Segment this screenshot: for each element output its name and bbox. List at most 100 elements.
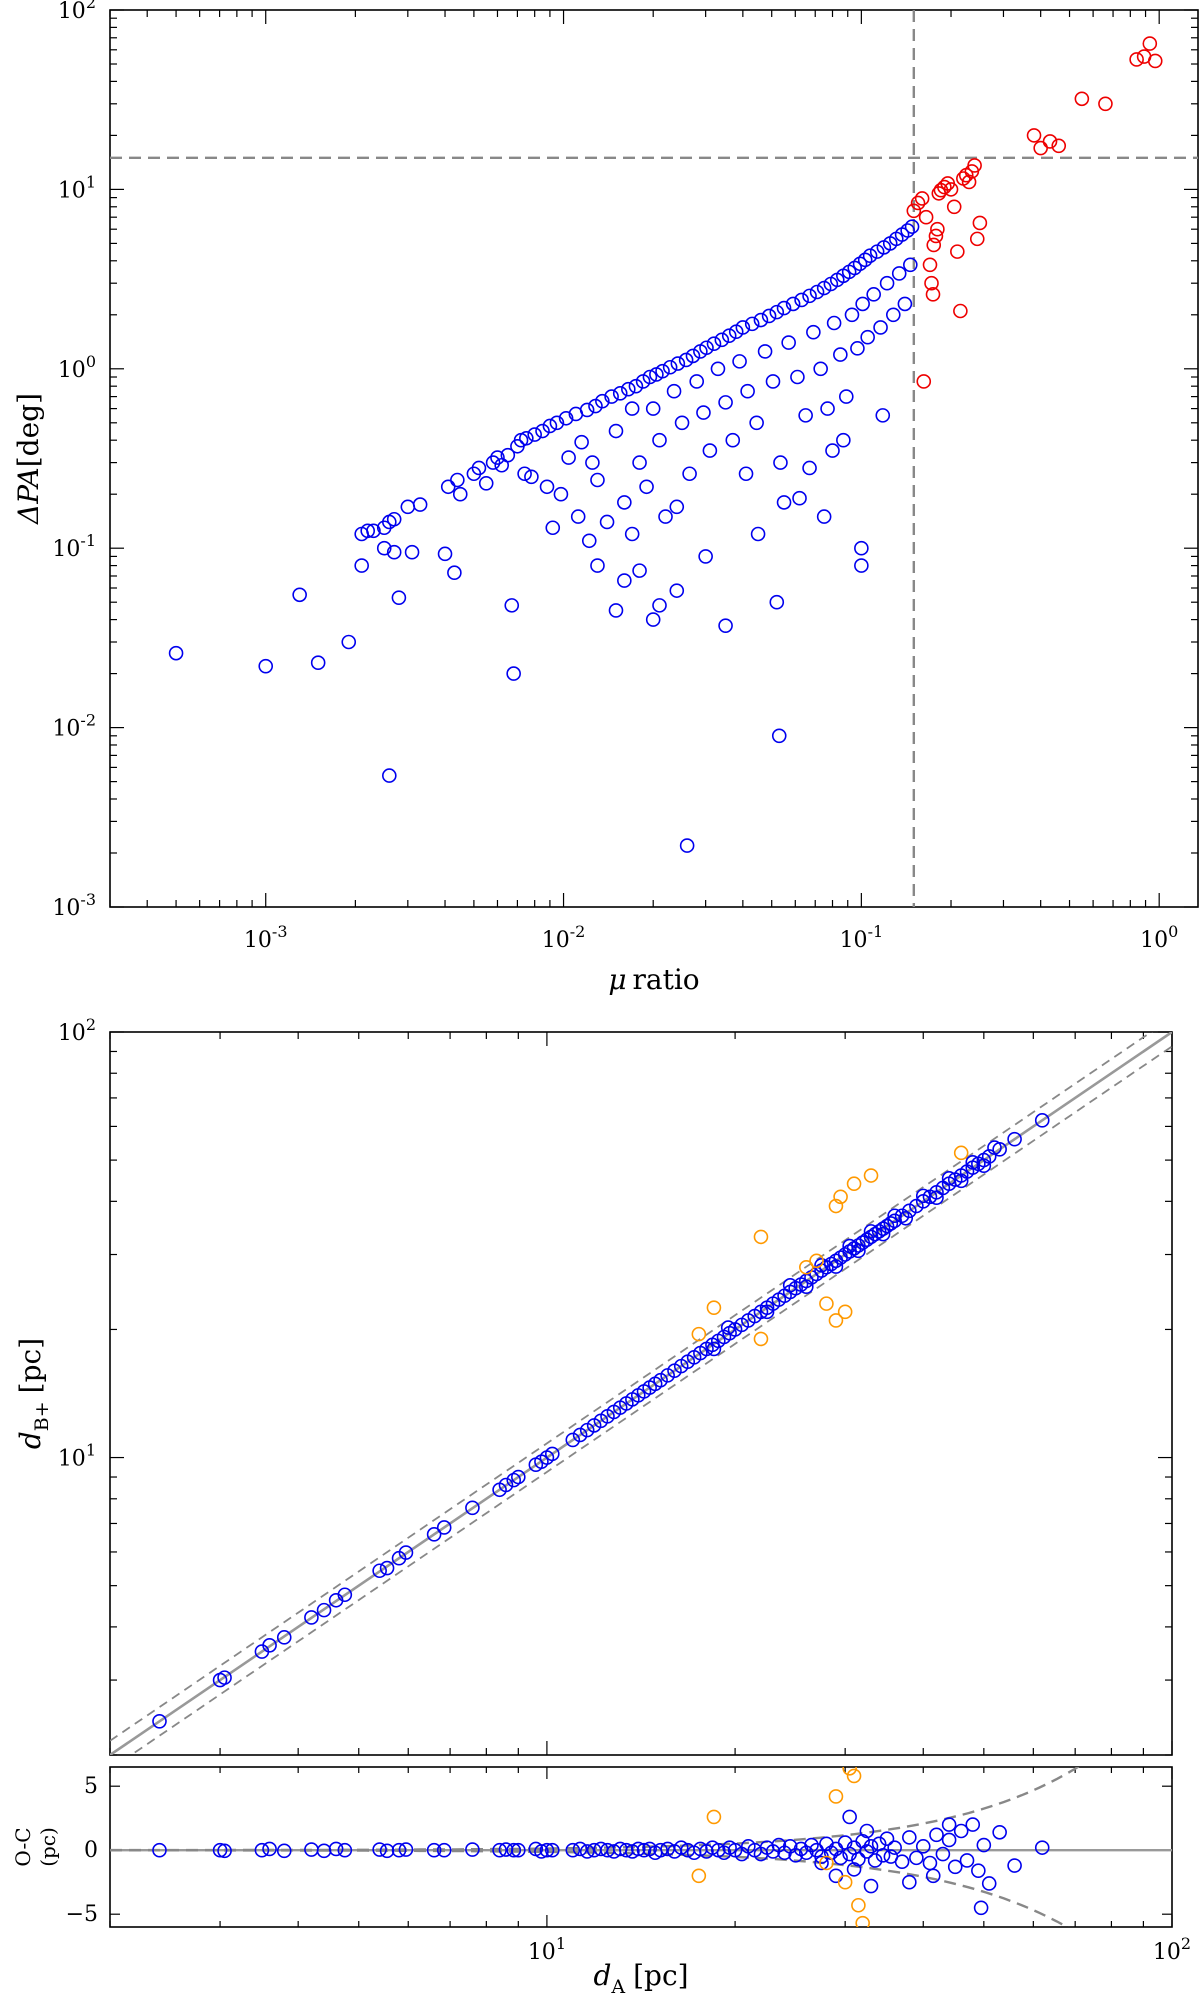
top-blue-point <box>781 335 796 350</box>
top-blue-point <box>652 432 667 448</box>
middle-blue-point <box>883 1216 899 1231</box>
top-x-axis-title: μ ratio <box>608 963 699 996</box>
top-blue-point <box>740 383 755 399</box>
top-blue-point <box>535 423 550 439</box>
bottom-x-tick-label: 102 <box>1153 1934 1191 1965</box>
top-blue-point <box>735 320 751 335</box>
bottom-blue-point <box>867 1853 883 1868</box>
bottom-blue-point <box>492 1842 507 1858</box>
top-blue-point <box>386 544 402 560</box>
middle-blue-point <box>976 1158 992 1174</box>
top-blue-point <box>685 348 701 364</box>
middle-orange-point <box>833 1189 848 1205</box>
bottom-blue-point <box>426 1842 442 1858</box>
top-blue-point <box>517 466 532 482</box>
top-blue-point <box>447 565 462 581</box>
one-to-one-line <box>110 1032 1172 1755</box>
middle-orange-point <box>753 1331 769 1347</box>
top-red-point <box>924 275 939 291</box>
top-blue-point <box>341 634 357 650</box>
top-blue-point <box>674 415 690 431</box>
top-blue-point <box>599 514 615 530</box>
top-red-point <box>1129 52 1144 67</box>
top-y-tick-label: 100 <box>58 352 96 383</box>
top-blue-point <box>725 432 741 448</box>
bottom-orange-point <box>819 1855 834 1871</box>
middle-orange-point <box>819 1296 834 1311</box>
middle-orange-point <box>753 1229 769 1245</box>
top-red-point <box>961 174 977 190</box>
bottom-y-axis-title-line2: (pc) <box>36 1827 60 1867</box>
bottom-blue-point <box>619 1842 634 1858</box>
top-red-point <box>1074 91 1090 107</box>
middle-blue-point <box>217 1670 232 1685</box>
middle-blue-point <box>372 1563 387 1579</box>
top-blue-point <box>816 509 832 524</box>
top-x-tick-label: 10-2 <box>542 922 586 953</box>
bottom-blue-point <box>973 1900 989 1916</box>
top-blue-point <box>900 223 915 238</box>
middle-orange-point <box>953 1145 969 1161</box>
top-blue-point <box>354 558 369 573</box>
bottom-blue-point <box>212 1842 228 1858</box>
middle-blue-point <box>842 1238 857 1254</box>
top-red-point <box>930 221 945 237</box>
middle-reference-lines <box>110 1032 1172 1755</box>
bottom-blue-point <box>328 1841 344 1857</box>
middle-blue-point <box>498 1477 514 1493</box>
bottom-orange-point <box>846 1768 862 1784</box>
middle-blue-point <box>565 1432 581 1448</box>
top-blue-point <box>855 296 870 312</box>
top-blue-point <box>757 344 773 359</box>
middle-blue-point <box>759 1304 775 1320</box>
middle-orange-point <box>799 1259 814 1275</box>
top-blue-point <box>854 540 869 556</box>
top-blue-point <box>652 598 667 613</box>
bottom-blue-point <box>276 1843 292 1859</box>
middle-blue-point <box>894 1208 910 1224</box>
top-red-point <box>1147 53 1163 69</box>
top-blue-point <box>854 558 869 573</box>
top-blue-point <box>850 341 865 356</box>
middle-blue-point <box>814 1257 829 1273</box>
top-y-axis-title: ΔPA[deg] <box>12 393 45 525</box>
top-blue-point <box>404 544 420 560</box>
top-red-point <box>914 191 930 206</box>
bottom-blue-point <box>859 1823 875 1839</box>
bottom-blue-point <box>992 1824 1007 1840</box>
top-blue-point <box>833 347 848 362</box>
middle-blue-point <box>152 1714 167 1729</box>
top-blue-point <box>771 728 787 744</box>
top-blue-point <box>617 573 632 588</box>
top-y-tick-label: 10-1 <box>52 531 96 562</box>
top-blue-point <box>595 393 610 409</box>
top-red-point <box>1051 138 1067 154</box>
top-blue-point <box>632 455 647 470</box>
top-blue-point <box>666 383 682 399</box>
top-red-point <box>950 244 965 259</box>
bottom-blue-point <box>863 1839 879 1854</box>
top-blue-point <box>838 389 854 404</box>
top-blue-point <box>500 447 516 463</box>
top-blue-point <box>549 415 565 431</box>
middle-blue-point <box>987 1140 1002 1155</box>
bottom-blue-point <box>398 1842 414 1857</box>
bottom-blue-point <box>804 1837 819 1853</box>
top-blue-point <box>714 332 730 348</box>
top-blue-point <box>875 408 891 423</box>
bottom-orange-point <box>837 1874 853 1890</box>
middle-orange-point <box>691 1326 707 1342</box>
top-blue-point <box>581 533 597 549</box>
top-blue-point <box>776 495 792 510</box>
top-blue-point <box>658 509 673 524</box>
bottom-blue-point <box>941 1817 957 1832</box>
top-blue-point <box>732 354 747 369</box>
top-blue-point <box>750 526 766 542</box>
bottom-blue-point <box>814 1855 829 1871</box>
bottom-blue-point <box>915 1839 931 1854</box>
bottom-blue-point <box>254 1842 270 1858</box>
top-blue-point <box>437 546 453 562</box>
top-blue-point <box>753 312 769 328</box>
middle-blue-point <box>465 1500 480 1516</box>
